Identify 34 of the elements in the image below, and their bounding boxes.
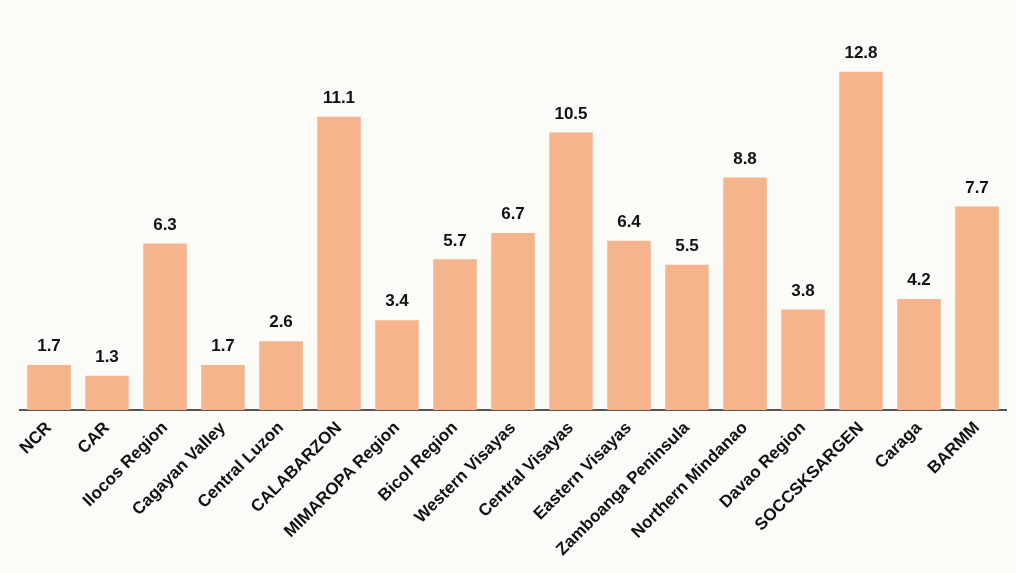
data-label: 5.5: [675, 235, 699, 255]
data-label: 8.8: [733, 148, 757, 168]
bar: [143, 243, 187, 410]
data-label: 12.8: [844, 42, 878, 62]
bar: [85, 375, 129, 410]
data-label: 6.7: [501, 204, 525, 224]
data-label: 6.3: [153, 214, 177, 234]
data-label: 1.7: [37, 336, 61, 356]
data-label: 1.3: [95, 346, 119, 366]
data-label: 3.8: [791, 280, 815, 300]
bar: [27, 365, 71, 410]
bar: [317, 116, 361, 410]
data-label: 1.7: [211, 336, 235, 356]
data-label: 11.1: [322, 87, 356, 107]
bar: [433, 259, 477, 410]
bar: [781, 309, 825, 410]
bar: [723, 177, 767, 410]
data-label: 5.7: [443, 230, 467, 250]
data-label: 3.4: [385, 291, 410, 311]
bar: [491, 232, 535, 410]
bar: [955, 206, 999, 410]
bar: [665, 264, 709, 410]
bar: [839, 71, 883, 410]
data-label: 7.7: [965, 177, 989, 197]
bar: [607, 240, 651, 410]
data-label: 6.4: [617, 212, 642, 232]
bar: [375, 320, 419, 410]
data-label: 10.5: [554, 103, 588, 123]
data-label: 2.6: [269, 312, 293, 332]
data-label: 4.2: [907, 270, 931, 290]
bar: [259, 341, 303, 410]
bar: [201, 365, 245, 410]
bar: [549, 132, 593, 410]
bar: [897, 299, 941, 410]
